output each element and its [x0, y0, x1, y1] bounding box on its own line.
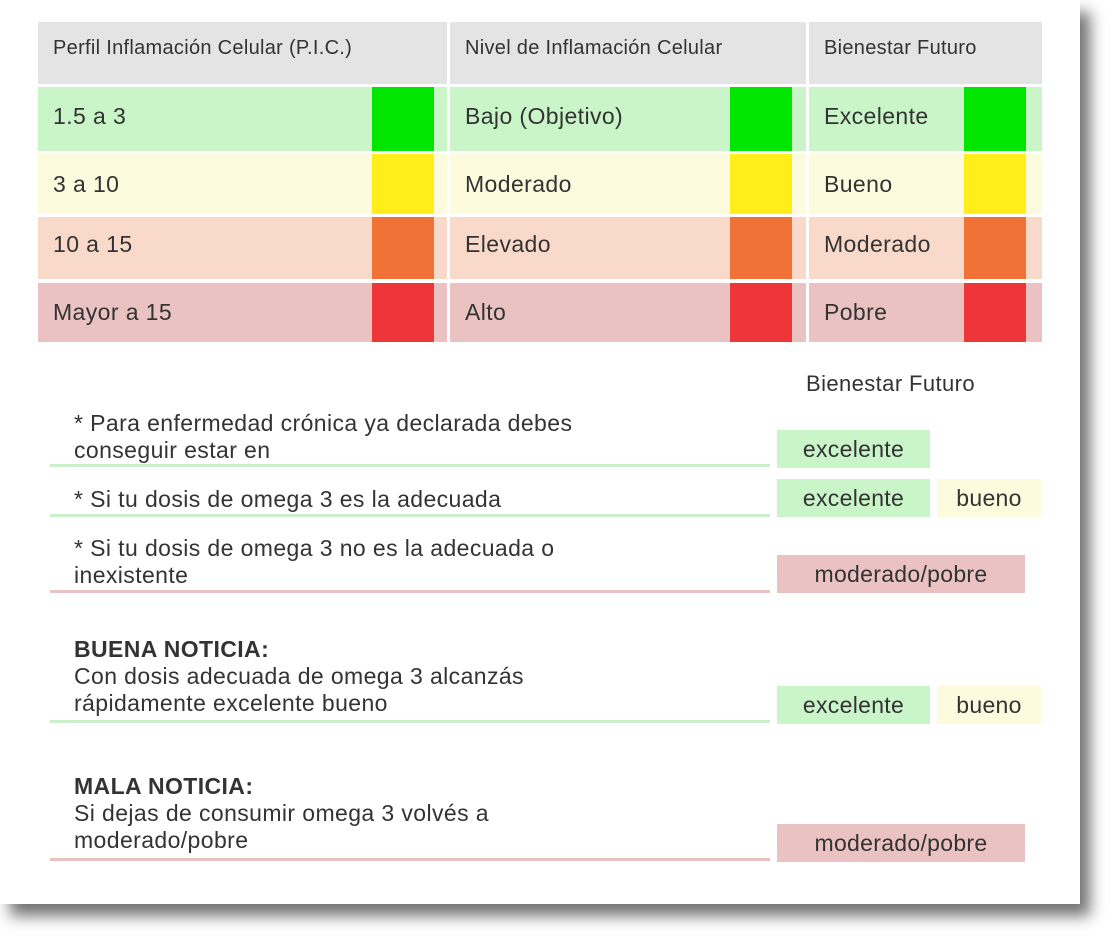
note-line: conseguir estar en — [74, 437, 271, 463]
swatch-orange — [372, 217, 434, 279]
swatch-red — [730, 283, 792, 342]
notes-column-header: Bienestar Futuro — [806, 371, 976, 396]
swatch-yellow — [372, 154, 434, 214]
swatch-orange — [730, 217, 792, 279]
divider-line — [50, 514, 770, 517]
tag-bueno: bueno — [937, 479, 1041, 517]
tag-bueno: bueno — [937, 686, 1041, 724]
swatch-orange — [964, 217, 1026, 279]
tag-excelente: excelente — [777, 479, 930, 517]
divider-line — [50, 720, 770, 723]
tag-excelente: excelente — [777, 686, 930, 724]
note-inadequate-dose: * Si tu dosis de omega 3 no es la adecua… — [74, 535, 554, 589]
bad-news: MALA NOTICIA: Si dejas de consumir omega… — [74, 773, 489, 854]
bad-news-heading: MALA NOTICIA: — [74, 773, 254, 799]
note-line: * Si tu dosis de omega 3 es la adecuada — [74, 486, 502, 512]
tag-moderado-pobre: moderado/pobre — [777, 555, 1025, 593]
divider-line — [50, 858, 770, 861]
swatch-yellow — [730, 154, 792, 214]
good-news: BUENA NOTICIA: Con dosis adecuada de ome… — [74, 636, 524, 717]
note-chronic: * Para enfermedad crónica ya declarada d… — [74, 410, 572, 464]
swatch-green — [372, 87, 434, 151]
header-nivel: Nivel de Inflamación Celular — [450, 22, 806, 84]
note-line: * Si tu dosis de omega 3 no es la adecua… — [74, 535, 555, 561]
note-line: inexistente — [74, 562, 189, 588]
swatch-red — [964, 283, 1026, 342]
tag-excelente: excelente — [777, 430, 930, 468]
note-line: Con dosis adecuada de omega 3 alcanzás — [74, 663, 524, 689]
note-line: moderado/pobre — [74, 827, 249, 853]
swatch-yellow — [964, 154, 1026, 214]
divider-line — [50, 464, 770, 467]
note-line: rápidamente excelente bueno — [74, 690, 388, 716]
header-bienestar: Bienestar Futuro — [809, 22, 1042, 84]
swatch-green — [964, 87, 1026, 151]
swatch-red — [372, 283, 434, 342]
note-adequate-dose: * Si tu dosis de omega 3 es la adecuada — [74, 486, 501, 513]
divider-line — [50, 590, 770, 593]
info-card: Perfil Inflamación Celular (P.I.C.) Nive… — [38, 22, 1042, 862]
swatch-green — [730, 87, 792, 151]
note-line: * Para enfermedad crónica ya declarada d… — [74, 410, 573, 436]
note-line: Si dejas de consumir omega 3 volvés a — [74, 800, 489, 826]
good-news-heading: BUENA NOTICIA: — [74, 636, 270, 662]
tag-moderado-pobre: moderado/pobre — [777, 824, 1025, 862]
header-pic: Perfil Inflamación Celular (P.I.C.) — [38, 22, 447, 84]
